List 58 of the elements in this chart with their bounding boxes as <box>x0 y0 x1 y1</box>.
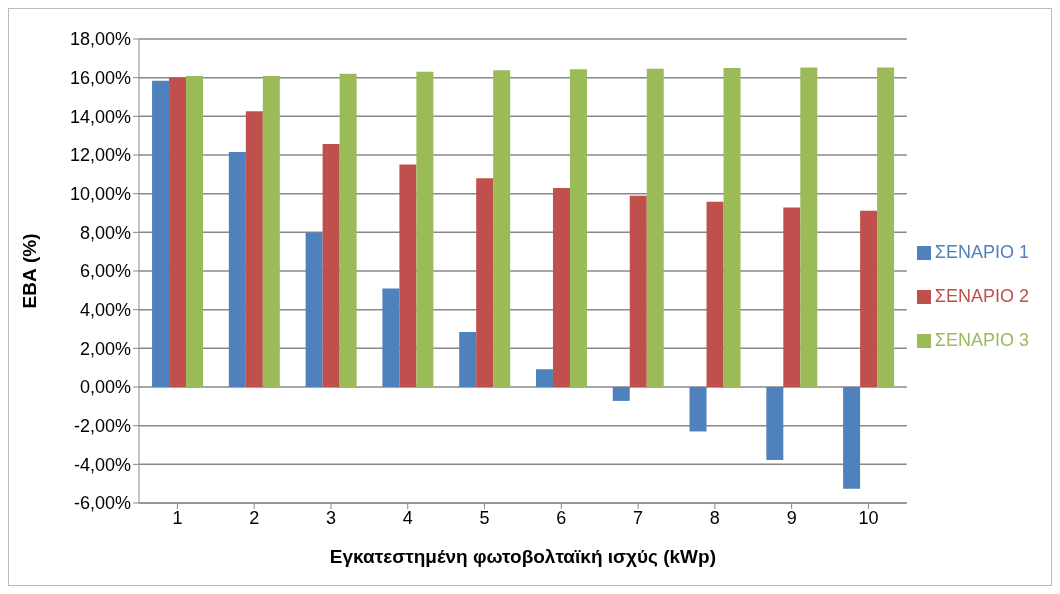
bar <box>843 387 861 489</box>
bar <box>629 195 647 387</box>
x-tick-label: 8 <box>709 507 720 528</box>
bar <box>612 387 630 401</box>
bar <box>860 210 878 387</box>
bar <box>305 232 323 387</box>
bar <box>459 331 477 387</box>
bar <box>399 164 417 387</box>
x-tick-label: 6 <box>556 507 567 528</box>
bar <box>552 188 570 387</box>
bar <box>382 288 400 387</box>
x-tick-label: 3 <box>325 507 336 528</box>
y-tick-label: 4,00% <box>79 300 131 321</box>
x-tick-label: 1 <box>172 507 183 528</box>
bar <box>689 387 707 432</box>
bar <box>646 68 664 387</box>
y-tick-label: 0,00% <box>79 377 131 398</box>
x-tick-label: 9 <box>786 507 797 528</box>
y-tick-label: 6,00% <box>79 261 131 282</box>
legend-label: ΣΕΝΑΡΙΟ 2 <box>934 286 1029 306</box>
legend-label: ΣΕΝΑΡΙΟ 3 <box>934 330 1029 350</box>
y-tick-label: 12,00% <box>69 145 131 166</box>
x-tick-label: 4 <box>402 507 413 528</box>
x-tick-label: 10 <box>858 507 879 528</box>
y-tick-label: 2,00% <box>79 338 131 359</box>
bar <box>245 111 263 387</box>
bar <box>766 387 784 461</box>
y-tick-label: 18,00% <box>69 29 131 50</box>
x-axis-title: Εγκατεστημένη φωτοβολταϊκή ισχύς (kWp) <box>329 546 716 567</box>
y-tick-label: -6,00% <box>73 493 131 514</box>
bar <box>228 152 246 387</box>
y-tick-label: 8,00% <box>79 222 131 243</box>
bar <box>416 71 434 387</box>
bar <box>800 67 818 387</box>
y-tick-label: -4,00% <box>73 454 131 475</box>
bar <box>322 143 340 387</box>
y-tick-label: 10,00% <box>69 184 131 205</box>
y-tick-label: 16,00% <box>69 68 131 89</box>
x-tick-label: 2 <box>249 507 260 528</box>
y-tick-label: -2,00% <box>73 416 131 437</box>
bar <box>262 75 280 387</box>
x-tick-label: 7 <box>633 507 644 528</box>
bar <box>723 68 741 387</box>
bar <box>877 67 895 387</box>
bar <box>476 178 494 387</box>
bar <box>535 369 553 387</box>
bar <box>186 75 204 387</box>
bar <box>152 80 170 387</box>
bar <box>706 201 724 387</box>
x-tick-label: 5 <box>479 507 490 528</box>
bar <box>569 69 587 387</box>
bar <box>339 73 357 387</box>
bar <box>169 77 187 387</box>
bar <box>493 70 511 387</box>
legend-label: ΣΕΝΑΡΙΟ 1 <box>934 242 1029 262</box>
y-tick-label: 14,00% <box>69 106 131 127</box>
y-axis-title: ΕΒΑ (%) <box>18 233 40 309</box>
bar <box>783 207 801 387</box>
